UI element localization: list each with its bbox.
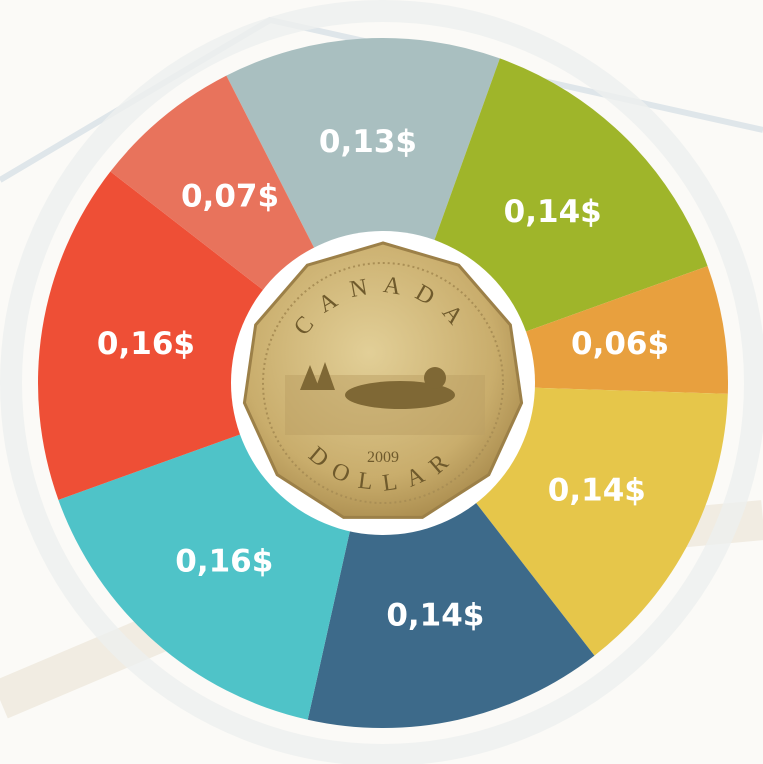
chart: 0,13$ 0,14$ 0,06$ 0,14$ 0,14$ 0,16$ 0,16$ 0,07$… xyxy=(0,0,763,764)
value-label: 0,06$ xyxy=(571,326,669,362)
value-label: 0,16$ xyxy=(175,544,273,580)
value-label: 0,13$ xyxy=(319,124,417,160)
coin-year: 2009 xyxy=(367,449,399,466)
value-label: 0,14$ xyxy=(386,598,484,634)
value-label: 0,14$ xyxy=(504,194,602,230)
value-label: 0,16$ xyxy=(97,326,195,362)
coin: CANADA 2009 DOLLAR xyxy=(231,231,535,535)
value-label: 0,14$ xyxy=(548,472,646,508)
value-label: 0,07$ xyxy=(181,179,279,215)
